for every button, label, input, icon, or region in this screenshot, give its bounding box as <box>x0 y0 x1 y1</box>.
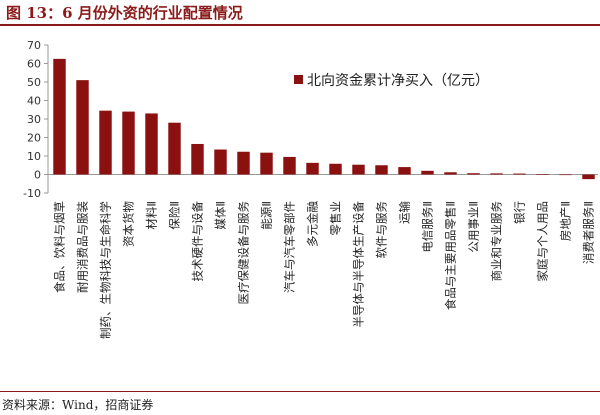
bar <box>444 172 457 175</box>
y-tick-label: 0 <box>34 169 41 182</box>
bar <box>375 165 388 175</box>
category-label: 制药、生物科技与生命科学 <box>99 201 113 339</box>
figure-title: 图 13：6 月份外资的行业配置情况 <box>6 4 243 22</box>
bar <box>513 173 526 175</box>
axis-layer: 70 60 50 40 30 20 10 0 -10 <box>23 39 598 200</box>
bar <box>559 174 572 176</box>
bar <box>214 149 227 175</box>
bar <box>421 170 434 175</box>
bar <box>329 163 342 175</box>
category-label: 耐用消费品与服装 <box>76 201 90 293</box>
category-label: 软件与服务 <box>375 201 389 259</box>
legend-label: 北向资金累计净买入（亿元） <box>307 73 489 89</box>
bar <box>53 58 66 175</box>
y-tick-label: 60 <box>27 58 41 71</box>
category-label: 材料Ⅱ <box>145 201 159 230</box>
bar <box>536 174 549 175</box>
category-label: 商业和专业服务 <box>490 201 504 282</box>
bar <box>398 167 411 175</box>
category-label: 食品、饮料与烟草 <box>53 201 67 293</box>
y-tick-label: 10 <box>27 150 41 163</box>
bar-layer <box>53 58 595 180</box>
bar <box>99 110 112 175</box>
category-label: 消费者服务Ⅱ <box>582 201 596 264</box>
source-note: 资料来源：Wind，招商证券 <box>2 398 154 412</box>
bar <box>306 162 319 175</box>
y-tick-label: 70 <box>27 39 41 52</box>
footer-rule <box>0 391 600 392</box>
category-label: 媒体Ⅱ <box>214 201 228 230</box>
bar <box>145 113 158 175</box>
category-label: 技术硬件与设备 <box>191 201 205 282</box>
bar <box>122 111 135 175</box>
category-label: 能源Ⅱ <box>260 201 274 230</box>
category-label: 资本货物 <box>122 201 136 247</box>
category-label: 电信服务Ⅱ <box>421 201 435 253</box>
bar <box>191 143 204 175</box>
category-label: 医疗保健设备与服务 <box>237 201 251 305</box>
bar <box>76 80 89 175</box>
bar <box>283 156 296 175</box>
bar-chart: 70 60 50 40 30 20 10 0 -10 食品、饮料与烟草 耐用消费品与服装 制药、生物… <box>23 39 598 339</box>
y-tick-label: 50 <box>27 76 41 89</box>
y-tick-label: -10 <box>23 187 41 200</box>
bar <box>467 173 480 175</box>
y-tick-label: 20 <box>27 132 41 145</box>
label-layer: 食品、饮料与烟草 耐用消费品与服装 制药、生物科技与生命科学 资本货物 材料Ⅱ 保险Ⅱ 技术… <box>53 201 596 339</box>
title-rule <box>0 24 600 26</box>
bar <box>260 152 273 175</box>
bar <box>352 164 365 175</box>
category-label: 保险Ⅱ <box>168 201 182 230</box>
category-label: 公用事业Ⅱ <box>467 201 481 253</box>
category-label: 多元金融 <box>306 201 320 247</box>
category-label: 半导体与半导体生产设备 <box>352 201 366 328</box>
category-label: 食品与主要用品零售Ⅱ <box>444 201 458 310</box>
y-tick-label: 40 <box>27 95 41 108</box>
legend-swatch <box>294 75 303 84</box>
legend: 北向资金累计净买入（亿元） <box>294 73 489 89</box>
category-label: 银行 <box>513 201 527 224</box>
category-label: 运输 <box>398 201 412 224</box>
bar <box>582 174 595 180</box>
category-label: 房地产Ⅱ <box>559 201 573 241</box>
bar <box>168 122 181 175</box>
y-tick-label: 30 <box>27 113 41 126</box>
category-label: 零售业 <box>329 201 343 236</box>
category-label: 汽车与汽车零部件 <box>283 201 297 293</box>
category-label: 家庭与个人用品 <box>536 201 550 282</box>
bar <box>237 151 250 175</box>
bar <box>490 173 503 175</box>
